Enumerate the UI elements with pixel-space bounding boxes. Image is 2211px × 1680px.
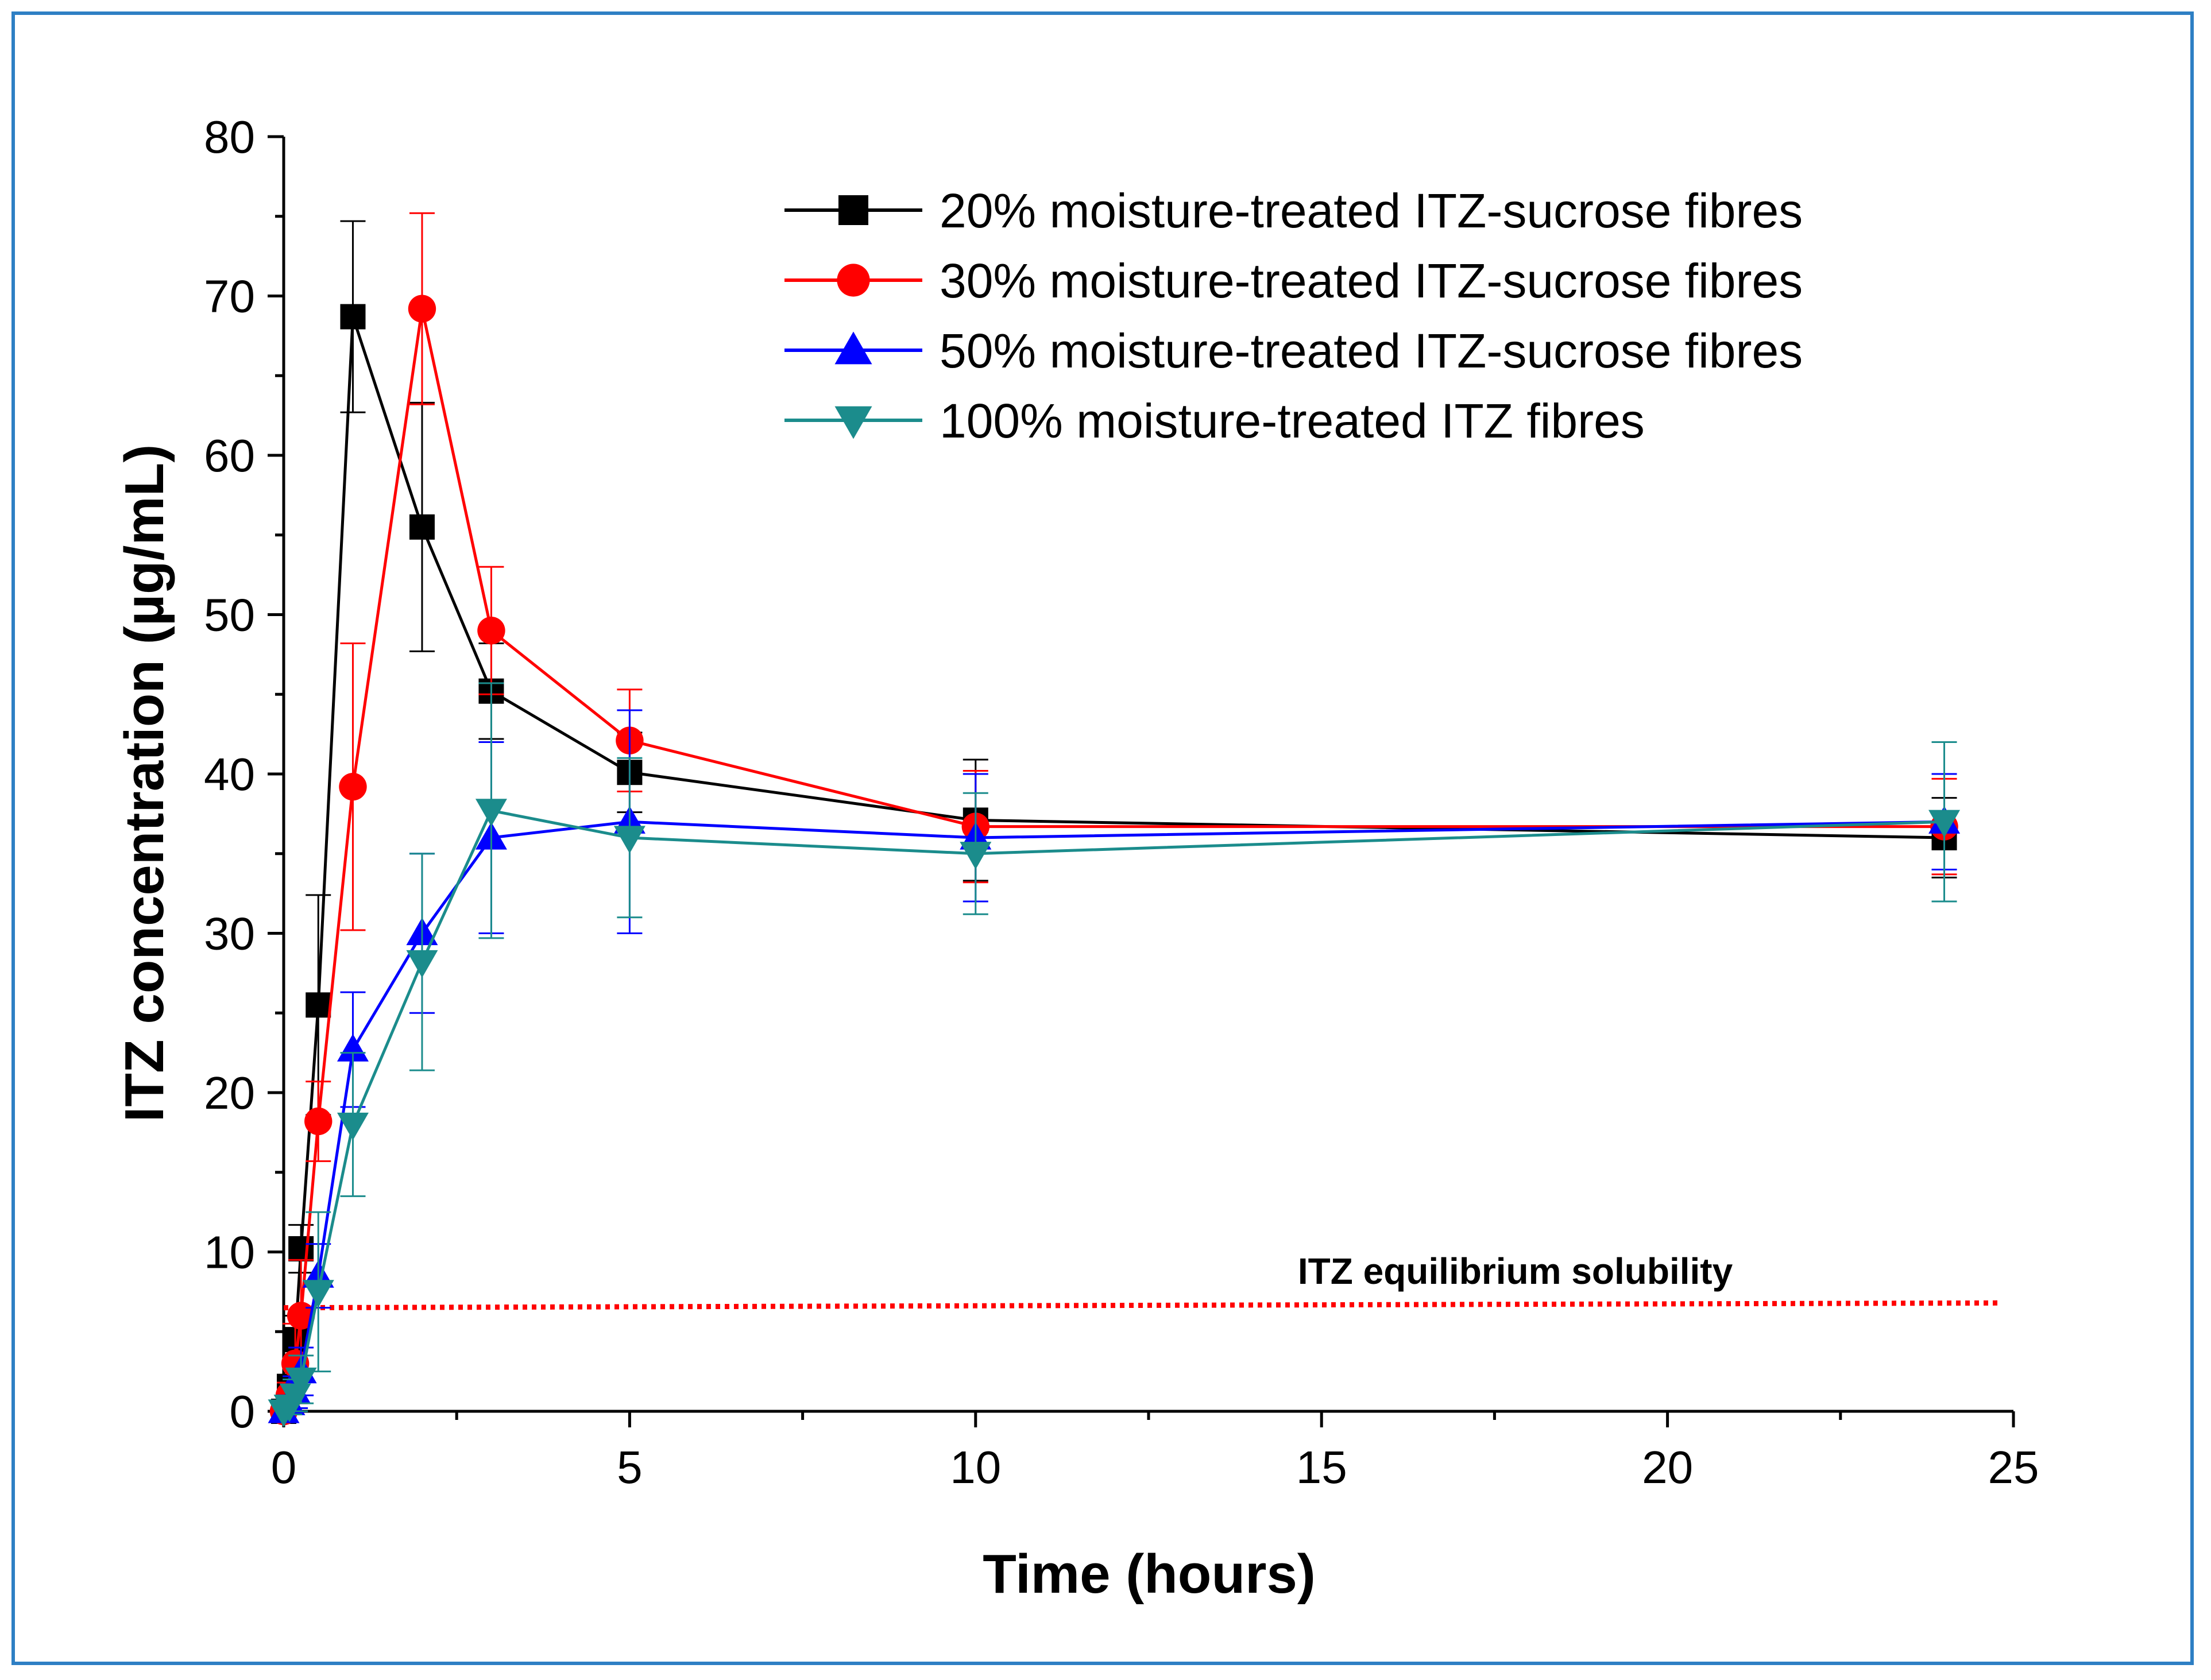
x-tick-label: 10 [950, 1442, 1001, 1493]
series-line [282, 316, 1945, 1412]
data-point [306, 992, 331, 1018]
y-tick-label: 80 [204, 111, 255, 162]
y-tick-label: 10 [204, 1227, 255, 1278]
data-point [475, 799, 507, 827]
series-group [268, 212, 1961, 1427]
figure-frame: 0 5 10 15 20 25 0 10 20 30 40 50 60 70 80 ITZ equilibr… [11, 11, 2194, 1665]
x-tick-label: 15 [1296, 1442, 1347, 1493]
y-tick-label: 20 [204, 1067, 255, 1118]
data-point [613, 826, 645, 854]
x-tick-label: 5 [617, 1442, 643, 1493]
y-tick-label: 60 [204, 430, 255, 481]
x-axis-label: Time (hours) [983, 1543, 1316, 1605]
data-point [409, 514, 435, 540]
y-tick-label: 70 [204, 271, 255, 322]
data-point [339, 773, 367, 801]
legend-marker [838, 195, 868, 225]
legend-label: 30% moisture-treated ITZ-sucrose fibres [940, 254, 1803, 308]
data-point [1928, 810, 1961, 838]
data-point [340, 304, 366, 330]
data-point [285, 1367, 317, 1395]
y-tick-label: 40 [204, 749, 255, 800]
legend-marker [837, 264, 870, 297]
legend: 20% moisture-treated ITZ-sucrose fibres 3… [784, 184, 1803, 448]
data-point [408, 295, 436, 323]
data-point [288, 1236, 314, 1261]
data-point [304, 1107, 333, 1136]
x-tick-label: 25 [1988, 1442, 2039, 1493]
data-point [337, 1033, 369, 1062]
legend-item-2: 30% moisture-treated ITZ-sucrose fibres [784, 254, 1803, 308]
series-line [282, 308, 1945, 1412]
y-tick-label: 50 [204, 590, 255, 641]
y-tick-label: 30 [204, 908, 255, 959]
legend-item-3: 50% moisture-treated ITZ-sucrose fibres [784, 324, 1803, 378]
data-point [960, 842, 992, 870]
data-point [477, 617, 505, 645]
data-point [287, 1302, 315, 1330]
y-tick-label: 0 [230, 1386, 256, 1437]
legend-label: 50% moisture-treated ITZ-sucrose fibres [940, 324, 1803, 378]
legend-item-1: 20% moisture-treated ITZ-sucrose fibres [784, 184, 1803, 238]
equilibrium-solubility-label: ITZ equilibrium solubility [1298, 1251, 1733, 1292]
legend-item-4: 100% moisture-treated ITZ fibres [784, 394, 1645, 448]
legend-label: 20% moisture-treated ITZ-sucrose fibres [940, 184, 1803, 238]
y-axis-label: ITZ concentration (µg/mL) [114, 444, 175, 1122]
legend-marker [834, 406, 872, 439]
legend-marker [834, 331, 872, 365]
data-point [337, 1112, 369, 1140]
series-line [283, 808, 1945, 1412]
equilibrium-solubility-line [283, 1300, 2000, 1311]
chart: 0 5 10 15 20 25 0 10 20 30 40 50 60 70 80 ITZ equilibr… [114, 111, 2039, 1605]
series-4 [268, 682, 1961, 1427]
legend-label: 100% moisture-treated ITZ fibres [940, 394, 1645, 448]
series-line [282, 820, 1945, 1412]
data-point [406, 950, 438, 978]
axes: 0 5 10 15 20 25 0 10 20 30 40 50 60 70 80 [204, 111, 2039, 1493]
x-tick-label: 0 [271, 1442, 297, 1493]
reference-line-group: ITZ equilibrium solubility [283, 1251, 2000, 1311]
x-tick-label: 20 [1642, 1442, 1693, 1493]
data-point [302, 1280, 334, 1308]
